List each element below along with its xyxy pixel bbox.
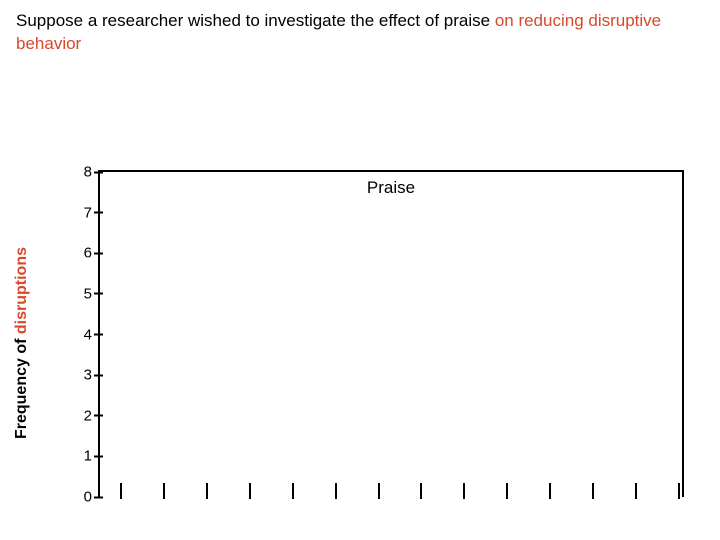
x-tick xyxy=(120,483,122,499)
y-tick: 3 xyxy=(64,367,92,384)
plot-area: Praise 012345678 xyxy=(98,170,684,497)
y-tick: 5 xyxy=(64,285,92,302)
x-tick xyxy=(206,483,208,499)
x-tick xyxy=(292,483,294,499)
y-label-highlight: disruptions xyxy=(13,246,30,333)
x-tick xyxy=(463,483,465,499)
x-tick xyxy=(592,483,594,499)
y-axis-label: Frequency of disruptions xyxy=(13,246,31,438)
x-tick xyxy=(378,483,380,499)
y-tick: 0 xyxy=(64,489,92,506)
y-tick: 2 xyxy=(64,407,92,424)
title-prefix: Suppose a researcher wished to investiga… xyxy=(16,11,495,30)
x-tick xyxy=(420,483,422,499)
y-tick: 7 xyxy=(64,204,92,221)
x-tick xyxy=(506,483,508,499)
x-axis xyxy=(98,497,684,499)
x-tick xyxy=(163,483,165,499)
y-tick: 1 xyxy=(64,448,92,465)
y-tick: 4 xyxy=(64,326,92,343)
plot-title: Praise xyxy=(100,178,682,198)
x-tick xyxy=(678,483,680,499)
x-tick xyxy=(549,483,551,499)
title-highlight-1: on reducing disruptive xyxy=(495,11,661,30)
x-tick xyxy=(249,483,251,499)
title-highlight-2: behavior xyxy=(16,34,81,53)
y-tick: 6 xyxy=(64,245,92,262)
x-tick xyxy=(335,483,337,499)
x-tick xyxy=(635,483,637,499)
y-label-prefix: Frequency of xyxy=(13,334,30,439)
y-tick: 8 xyxy=(64,164,92,181)
chart-container: Frequency of disruptions Praise 01234567… xyxy=(40,170,700,515)
page-title: Suppose a researcher wished to investiga… xyxy=(0,0,720,56)
